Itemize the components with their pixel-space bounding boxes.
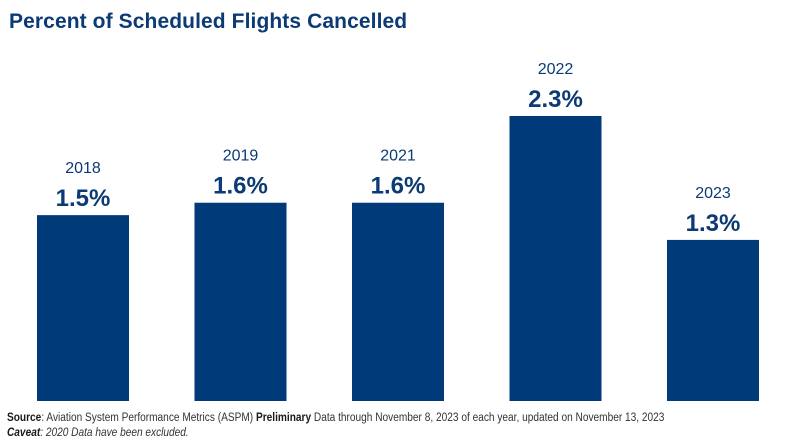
value-label-2018: 1.5%: [56, 185, 111, 212]
preliminary-label: Preliminary: [255, 412, 312, 424]
bar-2018: [37, 215, 129, 401]
source-rest: Data through November 8, 2023 of each ye…: [311, 412, 665, 424]
bar-2021: [352, 202, 444, 401]
caveat-text: : 2020 Data have been excluded.: [40, 427, 189, 439]
value-label-2021: 1.6%: [371, 173, 426, 200]
chart-footer: Source: Aviation System Performance Metr…: [7, 411, 664, 441]
category-label-2019: 2019: [223, 148, 259, 165]
bars-group: [37, 116, 759, 401]
category-label-2023: 2023: [695, 185, 731, 202]
bar-2019: [194, 202, 287, 401]
bar-2022: [509, 116, 602, 401]
source-label: Source: [7, 412, 42, 424]
source-text: : Aviation System Performance Metrics (A…: [41, 412, 256, 424]
value-label-2022: 2.3%: [528, 86, 583, 113]
chart-title: Percent of Scheduled Flights Cancelled: [9, 10, 408, 33]
value-label-2019: 1.6%: [213, 173, 268, 200]
caveat-line: Caveat: 2020 Data have been excluded.: [7, 426, 664, 441]
source-line: Source: Aviation System Performance Metr…: [7, 411, 664, 426]
category-label-2022: 2022: [538, 61, 574, 78]
value-label-2023: 1.3%: [686, 210, 741, 237]
caveat-label: Caveat: [7, 427, 41, 439]
category-label-2021: 2021: [380, 148, 416, 165]
bar-2023: [667, 239, 759, 401]
category-label-2018: 2018: [65, 160, 101, 177]
labels-group: 1.5% 2018 1.6% 2019 1.6% 2021 2.3% 2022 1.3% 2023: [56, 61, 741, 237]
